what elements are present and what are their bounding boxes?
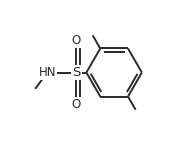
- Text: O: O: [72, 98, 81, 111]
- Text: HN: HN: [39, 66, 56, 79]
- Text: S: S: [72, 66, 81, 79]
- Text: O: O: [72, 34, 81, 47]
